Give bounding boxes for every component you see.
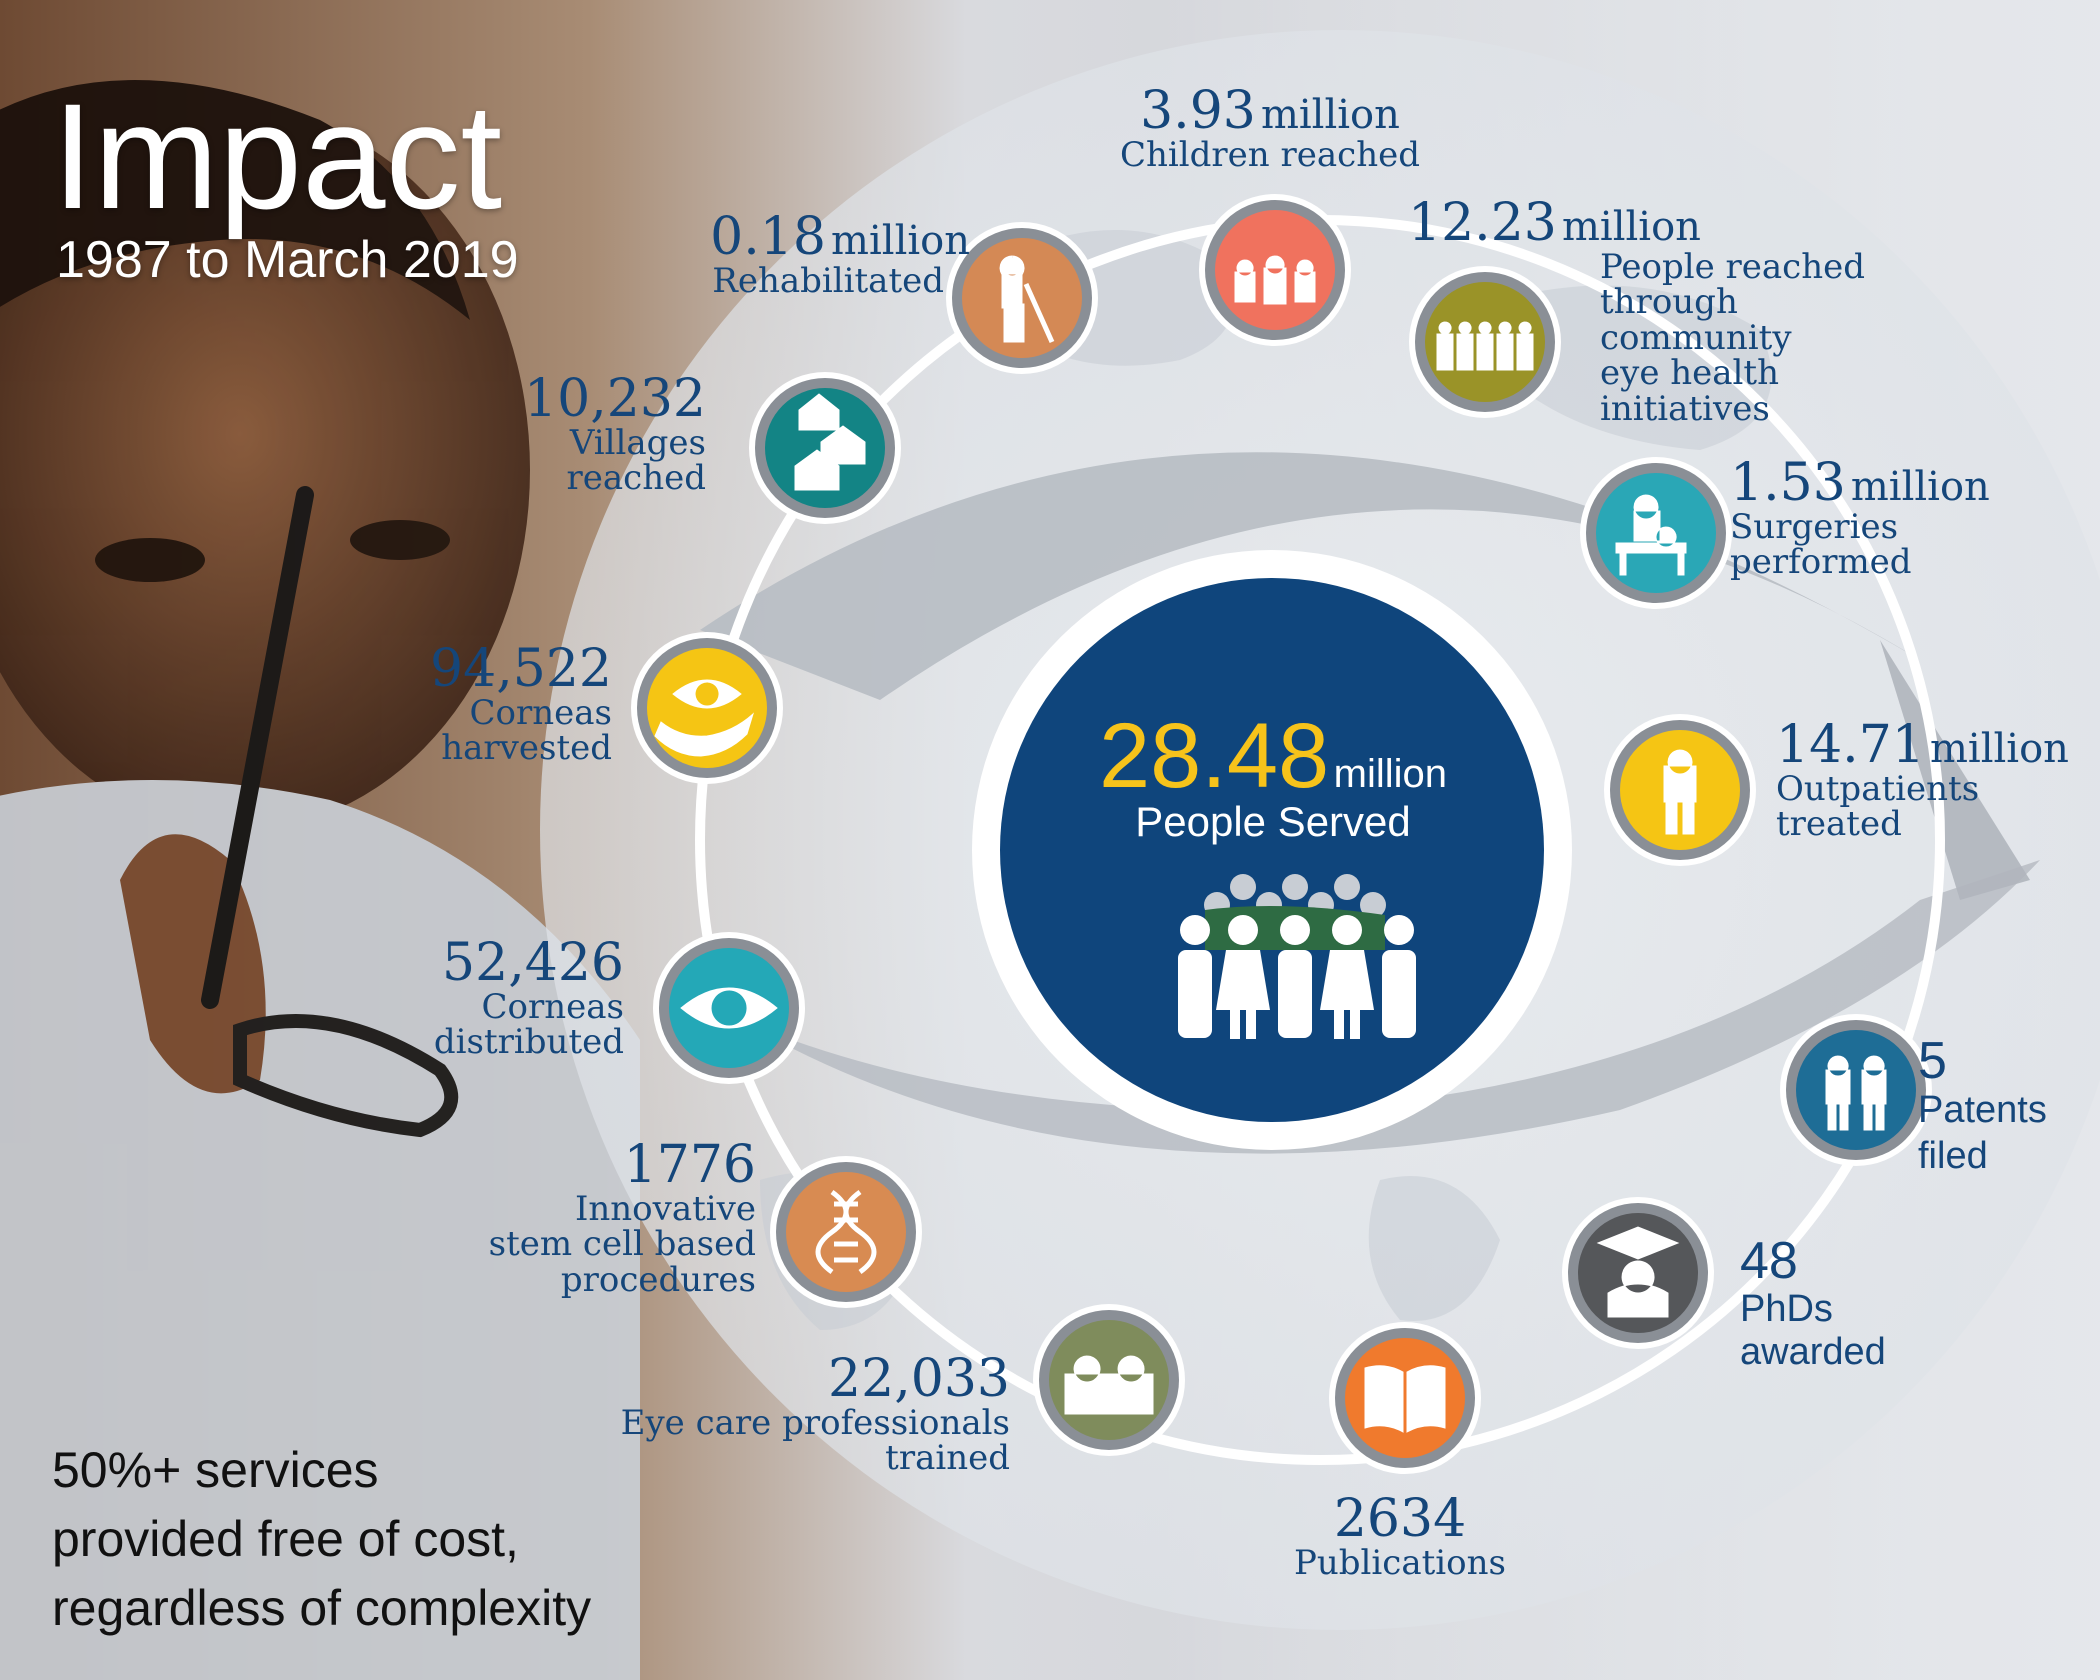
page-title: Impact: [52, 72, 503, 240]
stat-label: Eye care professionals: [620, 1403, 1010, 1444]
stat-label: eye health initiatives: [1600, 353, 1779, 429]
stat-label: trained: [885, 1438, 1010, 1479]
stat-professionals: 22,033 Eye care professionals trained: [560, 1352, 1010, 1477]
stat-outpatients: 14.71 million Outpatients treated: [1776, 718, 2096, 843]
stat-label: Innovative: [574, 1189, 756, 1230]
stat-corneas-distributed: 52,426 Corneas distributed: [400, 936, 624, 1061]
stat-label: performed: [1730, 542, 1912, 583]
stat-label: treated: [1776, 804, 1902, 845]
stat-corneas-harvested: 94,522 Corneas harvested: [400, 642, 612, 767]
stat-unit: million: [1929, 726, 2069, 772]
community-icon: [1409, 266, 1561, 418]
stat-value: 1776: [623, 1135, 756, 1195]
stat-value: 22,033: [828, 1349, 1010, 1409]
stat-value: 12.23: [1408, 193, 1557, 253]
stat-rehabilitated: 0.18 million Rehabilitated: [660, 210, 970, 299]
center-figure: 28.48 million: [1048, 704, 1498, 809]
stat-phds: 48 PhDs awarded: [1740, 1234, 1960, 1373]
surgery-icon: [1580, 457, 1732, 609]
stat-unit: million: [831, 218, 970, 264]
footer-line: regardless of complexity: [52, 1580, 592, 1636]
stat-label: PhDs: [1740, 1288, 1833, 1331]
children-icon: [1199, 194, 1351, 346]
stat-label: filed: [1918, 1134, 1988, 1177]
eye-icon: [653, 932, 805, 1084]
stat-label: People reached: [1600, 247, 1865, 288]
doctors-icon: [1033, 1304, 1185, 1456]
stat-value: 52,426: [442, 933, 624, 993]
footer-line: provided free of cost,: [52, 1511, 519, 1567]
stat-label: harvested: [441, 728, 612, 769]
stat-value: 3.93: [1140, 81, 1256, 141]
stat-value: 94,522: [430, 639, 612, 699]
stat-surgeries: 1.53 million Surgeries performed: [1730, 456, 2060, 581]
stat-label: Outpatients: [1776, 769, 1980, 810]
eye-hand-icon: [631, 632, 783, 784]
stat-label: distributed: [433, 1022, 624, 1063]
footer-note: 50%+ services provided free of cost, reg…: [52, 1436, 752, 1643]
footer-line: 50%+ services: [52, 1442, 379, 1498]
stat-value: 5: [1918, 1032, 1947, 1090]
stat-value: 2634: [1333, 1489, 1467, 1549]
page-subtitle: 1987 to March 2019: [56, 231, 519, 289]
stat-publications: 2634 Publications: [1240, 1492, 1560, 1581]
center-value: 28.48: [1098, 705, 1330, 807]
center-label: People Served: [1135, 798, 1411, 845]
graduate-icon: [1562, 1197, 1714, 1349]
stat-label: Villages: [569, 423, 706, 464]
stat-label: Corneas: [469, 693, 612, 734]
book-icon: [1329, 1322, 1481, 1474]
stat-label: Surgeries: [1730, 507, 1899, 548]
stat-label: Children reached: [1120, 135, 1420, 176]
stat-value: 14.71: [1776, 715, 1925, 775]
stat-unit: million: [1850, 464, 1990, 510]
stat-value: 10,232: [524, 369, 706, 429]
stat-children: 3.93 million Children reached: [1090, 84, 1450, 173]
stat-stemcell: 1776 Innovative stem cell based procedur…: [440, 1138, 756, 1298]
stat-unit: million: [1561, 204, 1701, 250]
stat-label: reached: [566, 458, 706, 499]
stat-label: procedures: [560, 1259, 756, 1300]
outpatient-icon: [1604, 714, 1756, 866]
patent-icon: [1780, 1014, 1932, 1166]
stat-label: stem cell based: [488, 1224, 756, 1265]
cane-icon: [946, 222, 1098, 374]
stat-label: through community: [1600, 282, 1792, 358]
stat-community: 12.23 million People reached through com…: [1408, 196, 1928, 427]
center-unit: million: [1333, 752, 1448, 796]
stat-patents: 5 Patents filed: [1918, 1034, 2098, 1179]
stat-label: Corneas: [481, 987, 624, 1028]
stat-label: awarded: [1740, 1330, 1886, 1373]
house-icon: [749, 372, 901, 524]
stat-label: Rehabilitated: [712, 261, 944, 302]
stat-value: 48: [1740, 1232, 1798, 1290]
stat-value: 1.53: [1730, 453, 1846, 513]
stat-label: Patents: [1918, 1089, 2047, 1132]
stat-value: 0.18: [710, 207, 826, 267]
people-group-icon: [1178, 874, 1416, 1039]
stat-villages: 10,232 Villages reached: [500, 372, 706, 497]
dna-icon: [770, 1156, 922, 1308]
stat-unit: million: [1260, 92, 1400, 138]
stat-label: Publications: [1294, 1543, 1506, 1584]
